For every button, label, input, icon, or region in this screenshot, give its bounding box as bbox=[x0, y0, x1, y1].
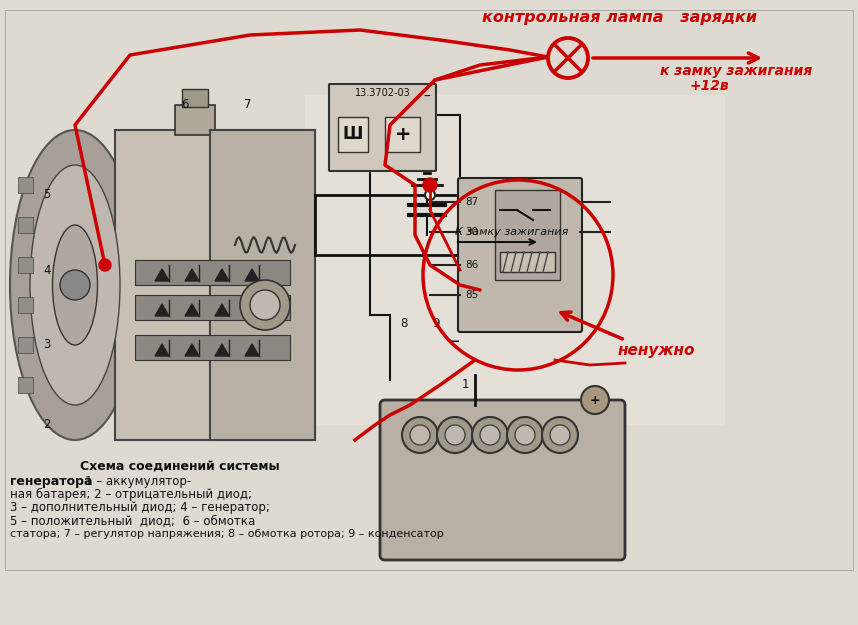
Circle shape bbox=[542, 417, 578, 453]
Text: 4: 4 bbox=[43, 264, 51, 276]
Text: –: – bbox=[423, 90, 430, 104]
Circle shape bbox=[425, 190, 435, 200]
Circle shape bbox=[480, 425, 500, 445]
Text: ненужно: ненужно bbox=[618, 343, 696, 358]
Bar bbox=[182, 89, 208, 107]
Polygon shape bbox=[245, 269, 259, 281]
Bar bbox=[115, 130, 315, 440]
Bar bbox=[175, 105, 215, 135]
Bar bbox=[135, 295, 290, 320]
Text: 5: 5 bbox=[43, 189, 51, 201]
Text: к замку зажигания: к замку зажигания bbox=[660, 64, 813, 78]
Bar bbox=[18, 377, 33, 393]
Polygon shape bbox=[185, 304, 199, 316]
Circle shape bbox=[240, 280, 290, 330]
Bar bbox=[135, 260, 290, 285]
Circle shape bbox=[445, 425, 465, 445]
Polygon shape bbox=[185, 269, 199, 281]
Text: 3 – дополнительный диод; 4 – генератор;: 3 – дополнительный диод; 4 – генератор; bbox=[10, 501, 270, 514]
Bar bbox=[5, 10, 853, 570]
Circle shape bbox=[581, 386, 609, 414]
Text: 7: 7 bbox=[245, 99, 251, 111]
Bar bbox=[210, 130, 315, 440]
Bar bbox=[135, 335, 290, 360]
Polygon shape bbox=[245, 304, 259, 316]
Text: +12в: +12в bbox=[690, 79, 729, 93]
FancyBboxPatch shape bbox=[458, 178, 582, 332]
Circle shape bbox=[515, 425, 535, 445]
Circle shape bbox=[410, 425, 430, 445]
Bar bbox=[338, 117, 368, 152]
Text: +: + bbox=[589, 394, 601, 406]
Polygon shape bbox=[215, 344, 229, 356]
Text: 6: 6 bbox=[181, 99, 189, 111]
Text: 8: 8 bbox=[400, 317, 408, 330]
Text: 5 – положительный  диод;  6 – обмотка: 5 – положительный диод; 6 – обмотка bbox=[10, 514, 255, 527]
Circle shape bbox=[60, 270, 90, 300]
Bar bbox=[500, 252, 555, 272]
Text: 13.3702-03: 13.3702-03 bbox=[354, 88, 410, 98]
Bar bbox=[18, 177, 33, 193]
Polygon shape bbox=[155, 344, 169, 356]
Bar bbox=[18, 217, 33, 233]
Text: –: – bbox=[450, 332, 460, 351]
Polygon shape bbox=[245, 344, 259, 356]
Text: +: + bbox=[395, 124, 411, 144]
Text: 30: 30 bbox=[465, 227, 478, 237]
Ellipse shape bbox=[30, 165, 120, 405]
Circle shape bbox=[423, 178, 437, 192]
Text: генератора: генератора bbox=[10, 475, 93, 488]
Circle shape bbox=[472, 417, 508, 453]
FancyBboxPatch shape bbox=[380, 400, 625, 560]
Text: Схема соединений системы: Схема соединений системы bbox=[80, 460, 280, 473]
Circle shape bbox=[437, 417, 473, 453]
Text: 9: 9 bbox=[432, 317, 439, 330]
Text: ная батарея; 2 – отрицательный диод;: ная батарея; 2 – отрицательный диод; bbox=[10, 488, 252, 501]
Polygon shape bbox=[185, 344, 199, 356]
Text: 86: 86 bbox=[465, 260, 478, 270]
Text: 3: 3 bbox=[43, 339, 51, 351]
Text: контрольная лампа   зарядки: контрольная лампа зарядки bbox=[482, 10, 757, 25]
Text: 2: 2 bbox=[43, 419, 51, 431]
Bar bbox=[18, 337, 33, 353]
Text: 87: 87 bbox=[465, 197, 478, 207]
Polygon shape bbox=[155, 304, 169, 316]
Text: 1 – аккумулятор-: 1 – аккумулятор- bbox=[85, 475, 191, 488]
Text: Ш: Ш bbox=[343, 125, 363, 143]
FancyBboxPatch shape bbox=[329, 84, 436, 171]
Ellipse shape bbox=[52, 225, 98, 345]
Circle shape bbox=[550, 425, 570, 445]
Circle shape bbox=[99, 259, 111, 271]
Bar bbox=[385, 117, 420, 152]
Polygon shape bbox=[215, 269, 229, 281]
Text: 1: 1 bbox=[462, 379, 468, 391]
Bar bbox=[18, 257, 33, 273]
Circle shape bbox=[250, 290, 280, 320]
Circle shape bbox=[507, 417, 543, 453]
Ellipse shape bbox=[10, 130, 140, 440]
Bar bbox=[305, 95, 725, 425]
Polygon shape bbox=[155, 269, 169, 281]
Bar bbox=[495, 190, 560, 280]
Bar bbox=[18, 297, 33, 313]
Circle shape bbox=[402, 417, 438, 453]
Text: 85: 85 bbox=[465, 290, 478, 300]
Polygon shape bbox=[215, 304, 229, 316]
Text: статора; 7 – регулятор напряжения; 8 – обмотка ротора; 9 – конденсатор: статора; 7 – регулятор напряжения; 8 – о… bbox=[10, 529, 444, 539]
Text: К замку зажигания: К замку зажигания bbox=[455, 227, 568, 237]
